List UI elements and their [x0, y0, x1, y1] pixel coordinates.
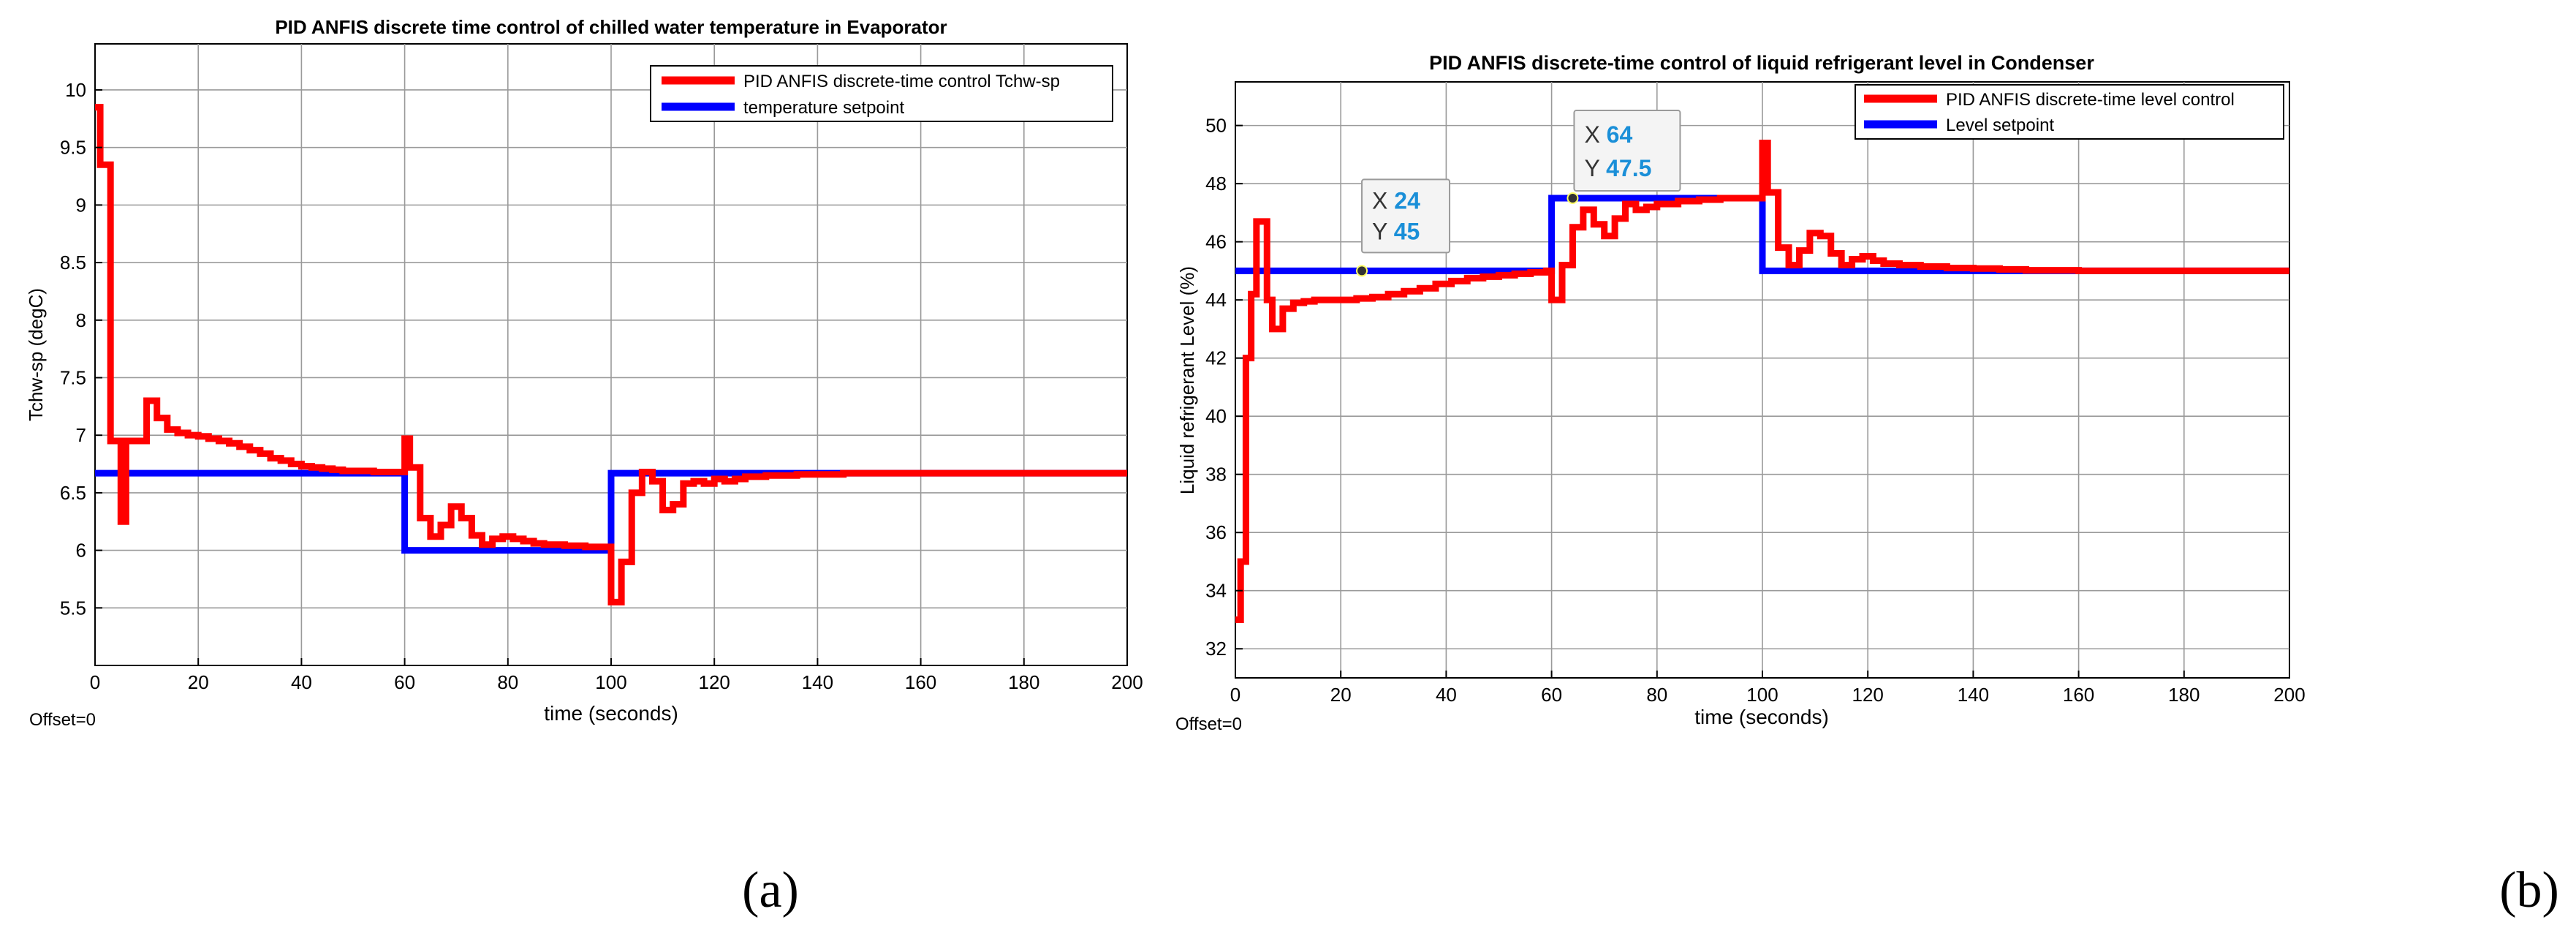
legend-entry-series-2: temperature setpoint: [743, 98, 904, 118]
chart-title: PID ANFIS discrete time control of chill…: [275, 16, 947, 38]
x-tick-label: 60: [394, 671, 415, 693]
x-tick-label: 60: [1541, 684, 1562, 706]
datatip-y-key: Y: [1372, 218, 1394, 244]
series-layer: [1235, 139, 2289, 623]
x-tick-label: 200: [1111, 671, 1143, 693]
x-tick-label: 40: [1436, 684, 1457, 706]
x-tick-label: 180: [2168, 684, 2200, 706]
x-tick-label: 120: [1852, 684, 1884, 706]
y-tick-label: 8.5: [60, 252, 86, 273]
series-layer: [95, 104, 1127, 605]
legend-entry-series-1: PID ANFIS discrete-time level control: [1946, 90, 2235, 110]
x-tick-label: 0: [1230, 684, 1240, 706]
y-tick-label: 6: [76, 540, 86, 562]
datatip-x-line: X 24: [1372, 187, 1420, 214]
x-axis-label: time (seconds): [1694, 706, 1829, 728]
y-tick-label: 9: [76, 194, 86, 216]
y-tick-label: 48: [1205, 173, 1227, 195]
y-tick-label: 38: [1205, 464, 1227, 486]
x-tick-label: 160: [2063, 684, 2094, 706]
x-tick-label: 80: [1646, 684, 1667, 706]
legend-box: [650, 65, 1113, 122]
y-tick-label: 36: [1205, 521, 1227, 543]
datatip[interactable]: X 24Y 45: [1356, 178, 1451, 277]
x-tick-label: 140: [802, 671, 833, 693]
x-tick-label: 20: [1330, 684, 1352, 706]
datatip-x-line: X 64: [1584, 121, 1632, 148]
gridlines: [95, 44, 1127, 665]
legend-entry-series-1: PID ANFIS discrete-time control Tchw-sp: [743, 72, 1060, 91]
datatips: X 24Y 45X 64Y 47.5: [1356, 110, 1681, 277]
legend: PID ANFIS discrete-time level control Le…: [1855, 84, 2284, 140]
datatip-x-value: 64: [1607, 121, 1633, 148]
gridlines: [1235, 82, 2289, 678]
y-tick-label: 10: [65, 79, 86, 101]
series-line-response: [95, 104, 1127, 605]
y-tick-label: 40: [1205, 405, 1227, 427]
legend-entry-series-2: Level setpoint: [1946, 116, 2054, 135]
y-tick-label: 8: [76, 309, 86, 331]
x-tick-label: 200: [2273, 684, 2305, 706]
x-tick-label: 140: [1958, 684, 1989, 706]
y-tick-label: 34: [1205, 580, 1227, 602]
x-axis-label: time (seconds): [544, 702, 678, 725]
y-tick-label: 42: [1205, 347, 1227, 369]
tick-labels: 0 20 40 60 80 100 120 140 160 180 200 32 34 36 38 40 42 4…: [1205, 115, 2306, 706]
panel-caption: (a): [742, 862, 799, 918]
x-tick-label: 120: [699, 671, 730, 693]
x-tick-label: 100: [595, 671, 626, 693]
x-tick-label: 160: [905, 671, 936, 693]
offset-label: Offset=0: [29, 710, 96, 730]
datatip-y-line: Y 45: [1372, 218, 1420, 244]
x-tick-label: 0: [90, 671, 100, 693]
x-tick-label: 100: [1746, 684, 1778, 706]
y-tick-label: 32: [1205, 638, 1227, 660]
y-tick-label: 50: [1205, 115, 1227, 137]
datatip-marker[interactable]: [1356, 265, 1368, 277]
x-tick-label: 80: [497, 671, 518, 693]
x-tick-label: 40: [291, 671, 312, 693]
y-axis-label: Liquid refrigerant Level (%): [1176, 266, 1198, 494]
chart-panel-a: 0 20 40 60 80 100 120 140 160 180 200 5.5 6 6.5 7 7.5 8 8…: [25, 16, 1143, 918]
series-line-response: [1235, 139, 2289, 623]
datatip-y-value: 45: [1394, 218, 1420, 244]
offset-label: Offset=0: [1175, 714, 1242, 734]
legend-box: [1855, 84, 2284, 140]
tick-labels: 0 20 40 60 80 100 120 140 160 180 200 5.5 6 6.5 7 7.5 8 8…: [60, 79, 1143, 693]
chart-panel-b: 0 20 40 60 80 100 120 140 160 180 200 32 34 36 38 40 42 4…: [1175, 52, 2559, 918]
panel-caption: (b): [2499, 862, 2559, 918]
datatip-marker[interactable]: [1567, 192, 1579, 205]
x-tick-label: 180: [1008, 671, 1039, 693]
legend: PID ANFIS discrete-time control Tchw-sp …: [650, 65, 1113, 122]
chart-title: PID ANFIS discrete-time control of liqui…: [1429, 52, 2094, 74]
datatip-box: [1361, 178, 1451, 254]
datatip-y-key: Y: [1584, 155, 1606, 181]
datatip-y-line: Y 47.5: [1584, 155, 1651, 181]
datatip-x-value: 24: [1394, 187, 1420, 214]
y-tick-label: 44: [1205, 289, 1227, 311]
y-axis-label: Tchw-sp (degC): [25, 288, 47, 421]
datatip-y-value: 47.5: [1606, 155, 1651, 181]
y-tick-label: 6.5: [60, 482, 86, 504]
series-line-setpoint: [1235, 195, 2289, 274]
datatip-x-key: X: [1584, 121, 1606, 148]
y-tick-label: 9.5: [60, 137, 86, 159]
y-tick-label: 7.5: [60, 366, 86, 388]
y-tick-label: 46: [1205, 231, 1227, 253]
datatip-x-key: X: [1372, 187, 1394, 214]
y-tick-label: 7: [76, 424, 86, 446]
y-tick-label: 5.5: [60, 597, 86, 619]
datatip-box: [1573, 110, 1681, 192]
x-tick-label: 20: [188, 671, 209, 693]
datatip[interactable]: X 64Y 47.5: [1567, 110, 1681, 205]
